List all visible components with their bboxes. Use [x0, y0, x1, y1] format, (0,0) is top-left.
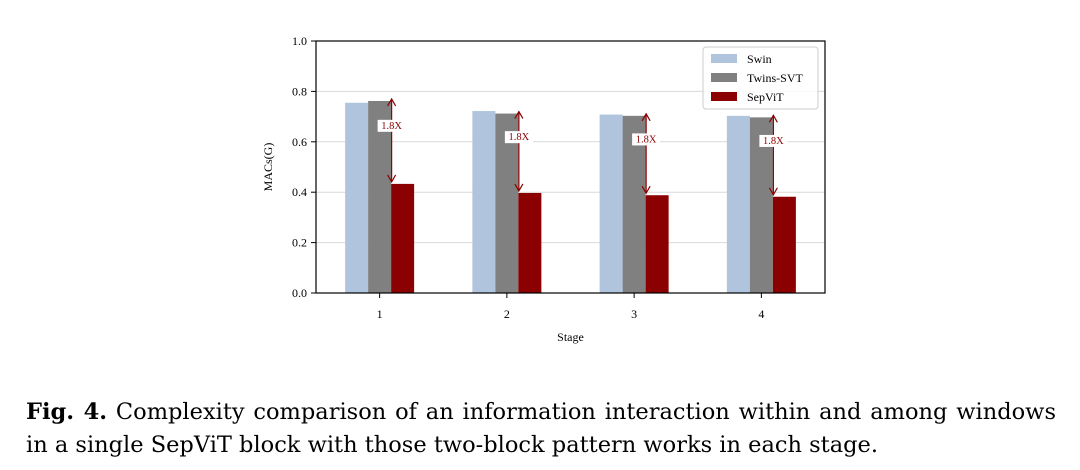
- x-tick-label: 3: [631, 307, 637, 321]
- bar-swin: [345, 102, 369, 294]
- arrow-head-up: [641, 112, 651, 122]
- bar-chart: 1.8X 1.8X 1.8X 1.8X 0.0 0.2 0.4 0.6 0.8 1.0 1 2 3 4 S…: [261, 34, 826, 344]
- legend-label: Twins-SVT: [747, 71, 803, 85]
- annotation-label: 1.8X: [636, 134, 657, 145]
- x-axis-label: Stage: [557, 330, 584, 344]
- legend-swatch: [711, 54, 737, 63]
- bar-twins-svt: [495, 113, 519, 294]
- bar-twins-svt: [368, 100, 392, 293]
- x-tick-label: 1: [377, 307, 383, 321]
- bar-sepvit: [518, 192, 542, 293]
- bar-twins-svt: [749, 117, 773, 293]
- caption-text: Complexity comparison of an information …: [26, 399, 1056, 458]
- ratio-annotation: 1.8X: [632, 112, 661, 195]
- y-tick-label: 0.8: [292, 84, 307, 98]
- legend-swatch: [711, 92, 737, 101]
- y-tick-label: 0.2: [292, 236, 307, 250]
- legend: Swin Twins-SVT SepViT: [702, 46, 819, 110]
- annotation-label: 1.8X: [509, 132, 530, 143]
- x-tick-label: 4: [758, 307, 764, 321]
- arrow-head-down: [641, 185, 651, 195]
- y-axis-label: MACs(G): [261, 143, 275, 192]
- arrow-head-down: [768, 187, 778, 196]
- figure-label: Fig. 4.: [26, 399, 108, 425]
- figure-caption: Fig. 4. Complexity comparison of an info…: [26, 396, 1056, 462]
- axes: 0.0 0.2 0.4 0.6 0.8 1.0 1 2 3 4 Stage MACs(G): [261, 34, 826, 344]
- arrow-head-down: [387, 174, 397, 184]
- annotation-label: 1.8X: [763, 136, 784, 147]
- x-tick-label: 2: [504, 307, 510, 321]
- y-tick-label: 1.0: [292, 34, 307, 48]
- arrow-head-up: [514, 110, 524, 119]
- annotation-label-bg: [504, 131, 533, 144]
- y-tick-label: 0.0: [292, 286, 307, 300]
- bar-swin: [472, 111, 496, 293]
- annotation-label-bg: [759, 134, 788, 147]
- bar-twins-svt: [622, 115, 646, 294]
- legend-label: SepViT: [747, 90, 784, 104]
- annotations: 1.8X 1.8X 1.8X 1.8X: [377, 97, 788, 196]
- ratio-annotation: 1.8X: [377, 97, 406, 184]
- legend-label: Swin: [747, 52, 772, 66]
- bar-sepvit: [391, 183, 415, 293]
- y-tick-label: 0.6: [292, 135, 307, 149]
- legend-swatch: [711, 73, 737, 82]
- ratio-annotation: 1.8X: [504, 110, 533, 193]
- arrow-head-up: [387, 97, 397, 107]
- y-tick-label: 0.4: [292, 185, 307, 199]
- annotation-label-bg: [377, 119, 406, 132]
- plot-frame: [315, 40, 826, 294]
- annotation-label: 1.8X: [381, 121, 402, 132]
- bars: [345, 100, 796, 294]
- ratio-annotation: 1.8X: [759, 114, 788, 196]
- bar-swin: [599, 114, 623, 293]
- arrow-head-up: [768, 114, 778, 123]
- annotation-label-bg: [632, 133, 661, 146]
- bar-sepvit: [772, 196, 796, 293]
- arrow-head-down: [514, 183, 524, 193]
- bar-sepvit: [645, 195, 669, 293]
- bar-swin: [726, 115, 750, 294]
